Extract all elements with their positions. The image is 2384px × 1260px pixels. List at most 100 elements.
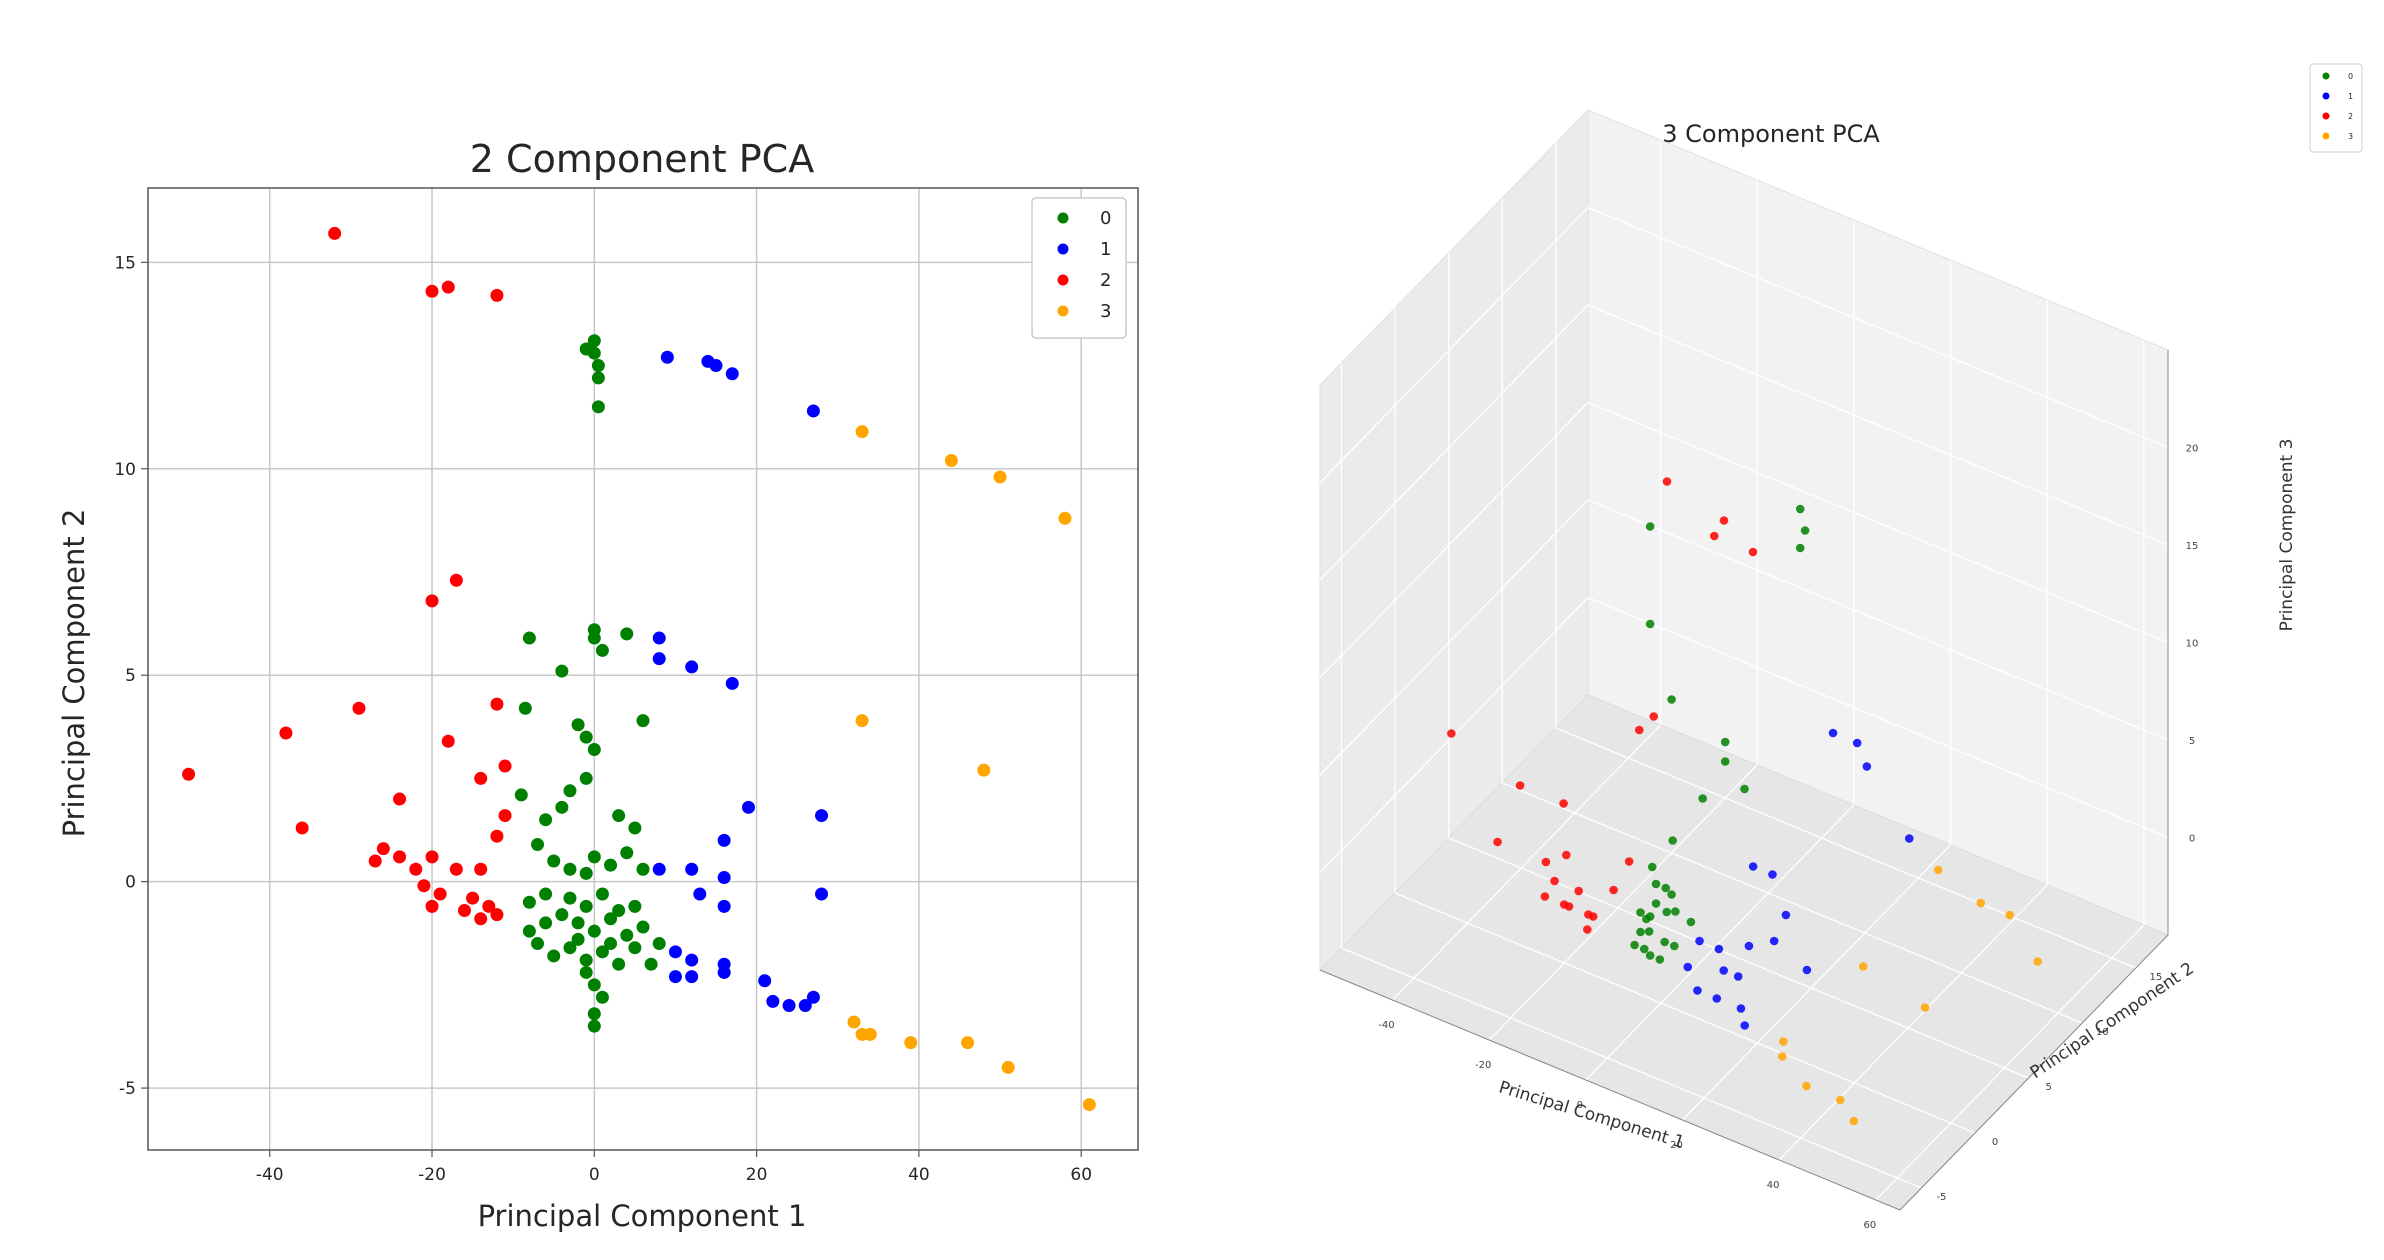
data-point [693,887,707,901]
data-point [652,862,666,876]
data-point-3d [1642,914,1651,924]
series-0 [514,334,666,1033]
data-point [295,821,309,835]
data-point [425,594,439,608]
y-tick-label-3d: 0 [1992,1137,1998,1148]
data-point-3d [1744,941,1754,951]
data-point [474,771,488,785]
data-point [782,998,796,1012]
data-point [579,965,593,979]
data-point-3d [2033,957,2042,966]
data-point-3d [1645,951,1655,960]
y-tick-label: 0 [125,873,136,893]
data-point [1082,1098,1096,1112]
axes-frame [147,187,1139,1151]
data-point-3d [1849,1116,1859,1126]
data-point-3d [1493,837,1502,847]
grid-floor-y [1341,947,1922,1189]
legend-marker-3 [1057,305,1069,317]
data-point [579,342,593,356]
data-point [961,1036,975,1050]
data-point [563,862,577,876]
data-point [441,280,455,294]
data-point-3d [1736,1004,1746,1013]
legend-3d: 0 1 2 3 [2309,63,2363,153]
legend-marker-3d-2 [2322,112,2330,120]
series-3 [847,425,1096,1112]
grid-floor-y [1448,837,2029,1079]
data-point-3d [2005,910,2015,920]
data-point-3d [1541,857,1551,867]
data-point [522,895,536,909]
x-tick-label: -20 [418,1165,446,1185]
data-point-3d [1686,917,1696,927]
grid-floor-x [1682,844,1951,1121]
data-point-3d [1651,879,1661,889]
grid-left-z [1319,207,1589,483]
data-point-3d [1748,862,1758,871]
data-point [717,833,731,847]
data-point [993,470,1007,484]
data-point-3d [1624,857,1634,866]
x-axis-ticks: -40 -20 0 20 40 60 [256,1150,1092,1185]
grid-back-z [1587,304,2169,546]
data-point [490,829,504,843]
data-point [587,924,601,938]
x-tick-label: 40 [908,1165,930,1185]
data-point [555,908,569,922]
data-point-3d [1574,886,1584,896]
data-point-3d [1639,944,1649,954]
grid-left-z [1319,304,1589,581]
data-point [514,788,528,802]
data-point [547,854,561,868]
data-point [531,837,545,851]
y-tick-label: -5 [119,1079,136,1099]
data-point [855,425,869,439]
data-point [591,359,605,373]
data-point-3d [1447,729,1456,738]
data-point [425,850,439,864]
data-point [636,920,650,934]
data-point [417,879,431,893]
data-point-3d [1670,941,1679,951]
data-point [579,899,593,913]
grid-floor-x [1488,764,1758,1041]
series-1 [652,350,829,1012]
series-2 [182,226,512,926]
data-point [587,978,601,992]
plot-area-3d [1447,477,2042,1126]
chart-title: 2 Component PCA [470,137,814,181]
grid-floor-x [1778,884,2048,1161]
data-point [587,334,601,348]
data-point-3d [1559,799,1568,808]
data-point [595,945,609,959]
data-point-3d [1583,925,1592,934]
data-point-3d [1719,966,1729,975]
data-point [457,904,471,918]
x-tick-label-3d: 20 [1670,1140,1683,1151]
data-point-3d [1712,994,1722,1003]
legend-marker-2 [1057,274,1069,286]
data-point-3d [1904,834,1914,843]
data-point-3d [1714,944,1724,954]
data-point [604,912,618,926]
data-point [393,850,407,864]
data-point [182,767,196,781]
z-tick-label-3d: 0 [2189,834,2195,845]
data-point [579,730,593,744]
data-point-3d [1778,1052,1787,1061]
data-point-3d [1515,781,1525,790]
data-point-3d [1540,892,1550,901]
data-point [571,932,585,946]
series-3d-1 [1683,728,1914,1030]
data-point [490,697,504,711]
data-point [628,821,642,835]
z-tick-label-3d: 15 [2186,541,2199,552]
data-point-3d [1709,531,1719,541]
data-point-3d [1795,543,1805,553]
data-point [587,631,601,645]
data-point [279,726,293,740]
z-tick-label-3d: 5 [2189,736,2195,747]
x-tick-label: 20 [746,1165,768,1185]
legend-marker-3d-3 [2322,132,2330,140]
